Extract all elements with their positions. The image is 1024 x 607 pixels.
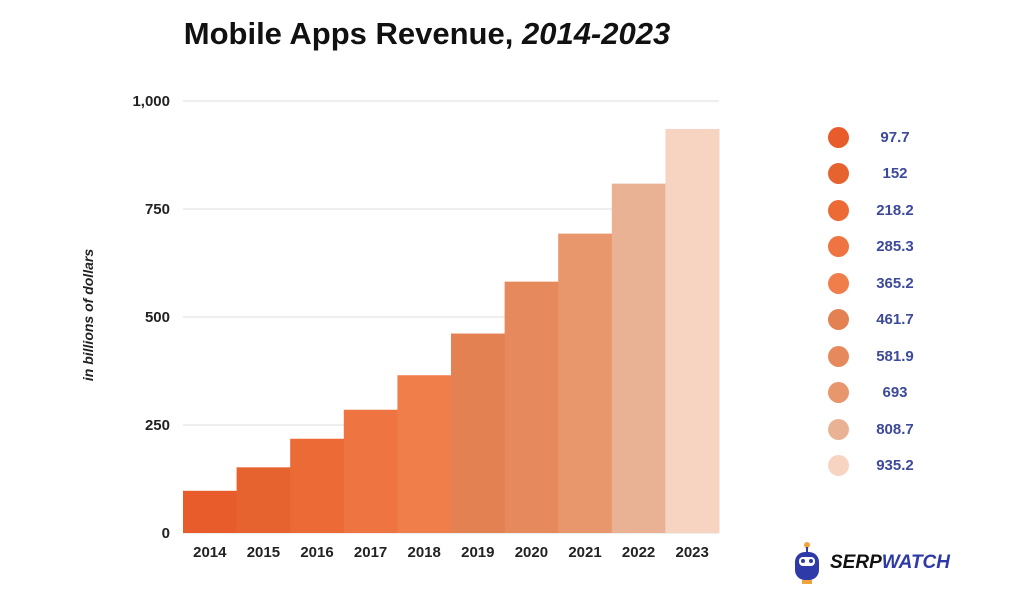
logo-text-watch: WATCH	[881, 552, 950, 573]
bar-2022	[611, 183, 666, 533]
legend-swatch	[828, 418, 849, 440]
legend-value: 935.2	[876, 457, 914, 474]
x-tick-label: 2019	[461, 544, 494, 561]
robot-icon	[795, 542, 819, 584]
x-tick-label: 2014	[193, 544, 227, 561]
legend-value: 285.3	[876, 238, 914, 255]
x-tick-label: 2020	[515, 544, 548, 561]
bar-2023	[665, 128, 720, 534]
legend-item: 152	[828, 163, 935, 185]
legend-value: 693	[882, 384, 908, 401]
y-tick-label: 1,000	[132, 93, 170, 110]
y-tick-label: 250	[145, 417, 170, 434]
x-tick-label: 2016	[300, 544, 333, 561]
chart-title: Mobile Apps Revenue, 2014-2023	[183, 16, 671, 51]
legend-swatch	[828, 345, 849, 367]
legend-swatch	[828, 455, 849, 476]
x-tick-label: 2022	[622, 544, 655, 561]
x-tick-label: 2018	[408, 544, 441, 561]
legend-value: 461.7	[876, 311, 914, 328]
legend-value: 581.9	[876, 347, 914, 365]
legend-swatch	[828, 382, 849, 403]
x-tick-label: 2023	[676, 544, 709, 561]
legend-item: 581.9	[828, 345, 935, 367]
legend-swatch	[828, 236, 849, 257]
legend-swatch	[828, 309, 849, 330]
bar-2017	[343, 409, 398, 533]
legend-swatch	[828, 126, 849, 148]
legend-value: 97.7	[880, 128, 910, 146]
legend-item: 97.7	[828, 126, 935, 148]
x-tick-label: 2015	[247, 544, 280, 561]
bar-2014	[183, 490, 238, 533]
legend-item: 693	[828, 382, 935, 404]
legend-value: 218.2	[876, 201, 914, 219]
logo-text-serp: SERP	[830, 552, 882, 573]
chart-title-years: 2014-2023	[521, 16, 671, 51]
bar-2019	[451, 333, 506, 533]
legend-swatch	[828, 272, 849, 294]
legend-item: 935.2	[828, 455, 935, 477]
bar-2018	[397, 375, 452, 533]
x-tick-label: 2017	[354, 544, 387, 561]
legend-value: 365.2	[876, 274, 914, 292]
legend-item: 218.2	[828, 199, 935, 221]
legend-swatch	[828, 163, 849, 184]
serpwatch-logo: SERP WATCH	[790, 541, 950, 585]
legend-item: 285.3	[828, 236, 935, 258]
bar-2021	[558, 233, 613, 533]
legend-item: 808.7	[828, 418, 935, 440]
x-tick-label: 2021	[568, 544, 601, 561]
y-tick-label: 500	[145, 309, 170, 326]
y-tick-label: 0	[162, 525, 170, 542]
bar-2020	[504, 281, 559, 533]
legend-item: 461.7	[828, 309, 935, 331]
legend-value: 808.7	[876, 420, 914, 438]
bar-2015	[236, 467, 291, 533]
legend-item: 365.2	[828, 272, 935, 294]
legend-swatch	[828, 199, 849, 221]
bar-2016	[290, 438, 345, 533]
y-tick-label: 750	[145, 201, 170, 218]
legend-value: 152	[882, 165, 908, 182]
